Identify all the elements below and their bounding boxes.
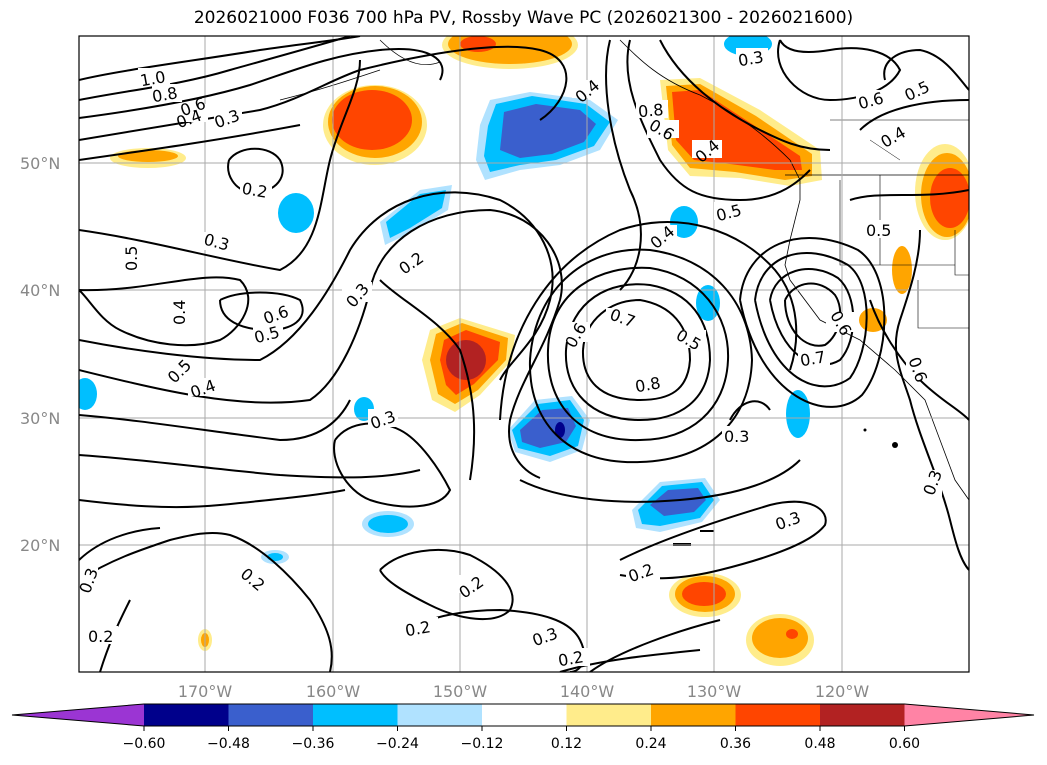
lat-label: 50°N <box>20 154 60 173</box>
positive-anomaly-nw <box>323 85 427 165</box>
contour-label: 0.2 <box>404 617 432 640</box>
plot-frame <box>78 35 970 673</box>
lon-label: 150°W <box>433 682 488 701</box>
contour-label: 1.0 <box>139 67 167 90</box>
negative-anomaly-north <box>476 36 772 180</box>
negative-anomaly-west <box>79 185 452 564</box>
colorbar-extend-high <box>904 704 1034 726</box>
contour-label: 0.2 <box>237 564 269 595</box>
pv-contours <box>79 36 969 672</box>
positive-anomaly-central <box>422 318 515 412</box>
colorbar-bin <box>482 704 567 726</box>
latitude-labels: 50°N 40°N 30°N 20°N <box>20 154 60 555</box>
contour-label: 0.5 <box>673 325 705 354</box>
colorbar-tick-label: 0.36 <box>720 736 751 752</box>
colorbar-bin <box>397 704 483 726</box>
colorbar-bin <box>566 704 652 726</box>
contour-label: 0.5 <box>866 221 891 240</box>
longitude-labels: 170°W 160°W 150°W 140°W 130°W 120°W <box>178 682 870 701</box>
negative-anomaly-south <box>632 478 720 532</box>
contour-label: 0.2 <box>240 179 268 202</box>
contour-label: 0.2 <box>88 627 113 646</box>
lat-label: 40°N <box>20 281 60 300</box>
positive-anomaly-south <box>198 573 814 666</box>
lon-label: 130°W <box>687 682 742 701</box>
colorbar-tick-label: −0.60 <box>123 736 166 752</box>
colorbar-tick-label: 0.24 <box>635 736 666 752</box>
lon-label: 170°W <box>178 682 233 701</box>
colorbar-bin <box>144 704 229 726</box>
colorbar-bin <box>735 704 821 726</box>
colorbar-bin <box>228 704 314 726</box>
lon-label: 140°W <box>560 682 615 701</box>
colorbar-tick-label: −0.36 <box>292 736 335 752</box>
colorbar-tick-label: 0.48 <box>804 736 835 752</box>
contour-label: 0.8 <box>637 100 664 121</box>
contour-label: 0.8 <box>634 373 662 396</box>
colorbar-tick-label: −0.48 <box>207 736 250 752</box>
graticule <box>79 36 969 672</box>
contour-label: 0.2 <box>557 647 585 670</box>
colorbar-bin <box>820 704 905 726</box>
contour-label: 0.7 <box>799 347 827 370</box>
contour-label: 0.3 <box>724 427 749 446</box>
lon-label: 120°W <box>815 682 870 701</box>
colorbar-bin <box>651 704 736 726</box>
contour-label: 0.8 <box>151 83 179 106</box>
lat-label: 30°N <box>20 409 60 428</box>
contour-label: 0.5 <box>122 246 141 271</box>
colorbar-extend-low <box>12 704 144 726</box>
positive-anomaly-north <box>442 36 578 69</box>
colorbar-bin <box>313 704 398 726</box>
contour-label: 0.3 <box>737 47 765 70</box>
positive-anomaly-coast <box>660 78 822 186</box>
colorbar-tick-label: −0.24 <box>376 736 419 752</box>
colorbar-tick-label: 0.12 <box>551 736 582 752</box>
lat-label: 20°N <box>20 536 60 555</box>
lon-label: 160°W <box>306 682 361 701</box>
anomaly-shading <box>79 36 969 666</box>
colorbar-tick-label: 0.60 <box>889 736 920 752</box>
contour-label: 0.4 <box>170 300 189 325</box>
colorbar: −0.60 −0.48 −0.36 −0.24 −0.12 0.12 0.24 0.36 0.4… <box>11 703 1035 752</box>
map-title: 2026021000 F036 700 hPa PV, Rossby Wave … <box>193 8 854 28</box>
colorbar-tick-label: −0.12 <box>461 736 504 752</box>
